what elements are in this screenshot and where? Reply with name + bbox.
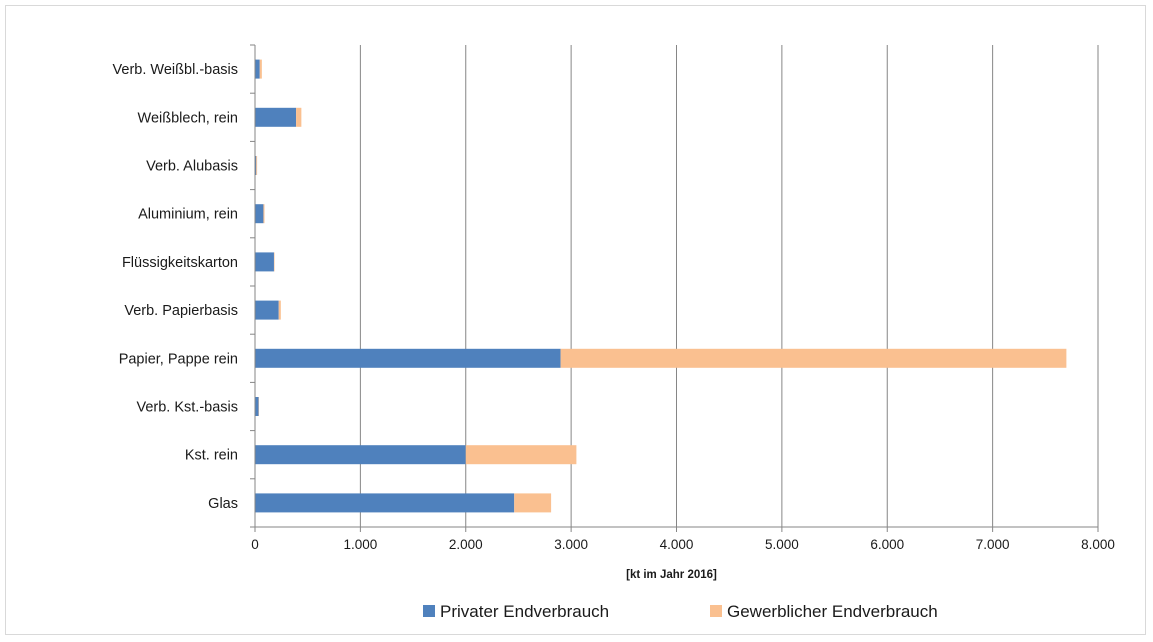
bar-gewerblicher (259, 59, 262, 79)
bar-gewerblicher (296, 107, 302, 127)
x-tick-label: 6.000 (870, 537, 904, 552)
bar-privater (255, 348, 561, 368)
x-axis-title: [kt im Jahr 2016] (626, 569, 717, 581)
bar-privater (255, 156, 257, 175)
y-category-label: Glas (208, 496, 238, 512)
y-category-label: Verb. Papierbasis (124, 303, 238, 319)
bar-gewerblicher (465, 445, 577, 465)
bar-gewerblicher (256, 156, 258, 175)
bar-privater (255, 107, 297, 127)
x-tick-label: 1.000 (343, 537, 377, 552)
legend-swatch-privater (423, 605, 435, 617)
legend-label-gewerblicher: Gewerblicher Endverbrauch (727, 602, 938, 621)
bar-privater (255, 59, 260, 79)
bar-gewerblicher (514, 493, 552, 513)
bar-privater (255, 300, 279, 320)
x-tick-label: 4.000 (660, 537, 694, 552)
axis-layer (250, 44, 1099, 532)
y-category-label: Verb. Weißbl.-basis (113, 62, 238, 78)
legend-swatch-gewerblicher (710, 605, 722, 617)
x-tick-label: 3.000 (554, 537, 588, 552)
x-tick-label: 5.000 (765, 537, 799, 552)
bar-privater (255, 397, 259, 416)
y-category-label: Weißblech, rein (138, 110, 238, 126)
x-tick-label: 8.000 (1081, 537, 1115, 552)
y-category-label: Papier, Pappe rein (119, 351, 238, 367)
legend-label-privater: Privater Endverbrauch (440, 602, 609, 621)
labels-layer: 0 1.000 2.000 3.000 4.000 5.000 6.000 7.000 8.00… (113, 62, 1115, 552)
y-category-label: Kst. rein (185, 448, 238, 464)
bar-privater (255, 204, 264, 224)
x-tick-label: 2.000 (449, 537, 483, 552)
y-category-label: Aluminium, rein (138, 207, 238, 223)
bar-gewerblicher (278, 300, 281, 320)
bar-privater (255, 252, 274, 272)
bar-privater (255, 493, 515, 513)
x-tick-label: 0 (251, 537, 259, 552)
bar-gewerblicher (263, 204, 265, 224)
y-category-label: Verb. Alubasis (146, 159, 238, 175)
y-category-label: Flüssigkeitskarton (122, 255, 238, 271)
bars-layer (255, 59, 1067, 513)
bar-gewerblicher (560, 348, 1067, 368)
chart-frame (5, 5, 1146, 635)
x-tick-label: 7.000 (976, 537, 1010, 552)
y-category-label: Verb. Kst.-basis (136, 400, 238, 416)
bar-privater (255, 445, 466, 465)
bar-gewerblicher (273, 252, 275, 272)
legend: Privater Endverbrauch Gewerblicher Endver… (423, 602, 938, 621)
